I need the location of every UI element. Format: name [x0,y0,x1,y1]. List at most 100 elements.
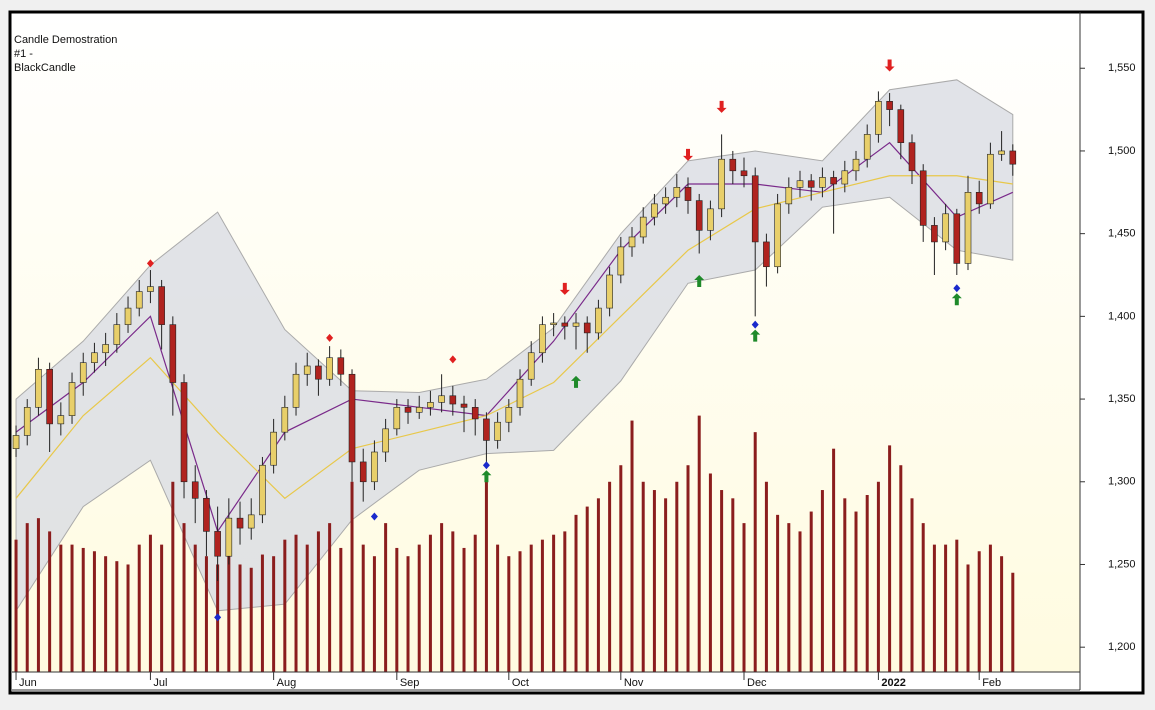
volume-bar [977,551,981,672]
candle-body [494,421,501,441]
candle-body [964,192,972,264]
volume-bar [932,544,936,672]
candle-body [169,324,177,383]
volume-bar [14,539,18,672]
candle-body [953,213,961,264]
volume-bar [686,465,690,672]
volume-bar [305,544,309,672]
candle-body [987,153,994,205]
candle-body [796,180,804,188]
candle-body [326,357,333,380]
candle-body [158,286,165,325]
sell-arrow [884,59,895,72]
candle-body [583,322,591,334]
volume-bar [70,544,74,672]
volume-bar [160,544,164,672]
x-tick-label: Nov [624,677,644,689]
title-line: Candle Demostration [14,34,117,46]
candle-body [359,461,367,483]
x-tick-label: Oct [512,677,529,689]
candle-body [124,307,132,325]
candle-body [91,352,98,363]
volume-bar [193,544,197,672]
y-tick-label: 1,450 [1108,228,1136,240]
volume-bar [608,481,612,672]
volume-bar [966,564,970,672]
volume-bar [652,490,656,672]
candle-body [774,203,781,268]
volume-bar [518,551,522,672]
candle-body [908,142,916,172]
volume-bar [944,544,948,672]
candle-body [449,395,457,405]
candle-body [572,322,580,327]
volume-bar [484,481,488,672]
title-line: #1 - [14,48,33,60]
candle-body [662,196,669,205]
volume-bar [708,473,712,672]
buy-arrow [571,375,582,388]
candle-body [606,274,613,309]
signal-diamond [146,259,154,268]
volume-bar [787,523,791,672]
candle-body [651,203,658,218]
candle-body [718,158,725,210]
candle-body [852,158,860,172]
volume-bar [888,445,892,672]
volume-bar [249,567,253,672]
candle-body [382,428,389,453]
candle-body [180,382,188,483]
candle-body [483,418,490,441]
volume-bar [809,511,813,672]
candle-body [236,517,244,529]
candle-body [404,407,412,413]
signal-diamond [751,320,759,329]
candle-body [673,187,681,198]
volume-bar [675,481,679,672]
candle-body [942,213,949,243]
candle-body [763,241,770,268]
volume-bar [372,556,376,672]
x-tick-label: Jul [153,677,167,689]
volume-bar [36,518,40,672]
candle-body [460,403,468,408]
candle-body [830,177,837,185]
volume-bar [899,465,903,672]
candle-body [695,200,703,231]
sell-arrow [716,100,727,113]
volume-bar [339,547,343,672]
candle-body [135,291,143,309]
y-tick-label: 1,500 [1108,145,1136,157]
sell-arrow [683,148,694,161]
volume-bar [585,506,589,672]
candle-body [259,464,266,516]
candle-body [68,382,76,416]
candle-body [225,517,233,557]
buy-arrow [694,275,705,288]
y-tick-label: 1,350 [1108,393,1136,405]
volume-bar [664,498,668,672]
volume-bar [451,531,455,672]
volume-bar [384,523,388,672]
candle-body [214,531,221,557]
volume-bar [171,481,175,672]
signal-diamond [449,355,457,364]
volume-bar [316,531,320,672]
volume-bar [720,490,724,672]
signal-diamond [326,333,334,342]
volume-bar [283,539,287,672]
candle-body [23,407,31,436]
x-tick-label: Aug [277,677,297,689]
candle-body [729,158,737,172]
x-tick-label: 2022 [881,677,905,689]
sell-arrow [559,282,570,295]
volume-bar [731,498,735,672]
volume-bar [854,511,858,672]
candle-body [863,134,871,160]
volume-bar [272,556,276,672]
candle-body [819,177,826,188]
y-tick-label: 1,400 [1108,310,1136,322]
volume-bar [115,561,119,672]
candle-body [617,246,625,276]
